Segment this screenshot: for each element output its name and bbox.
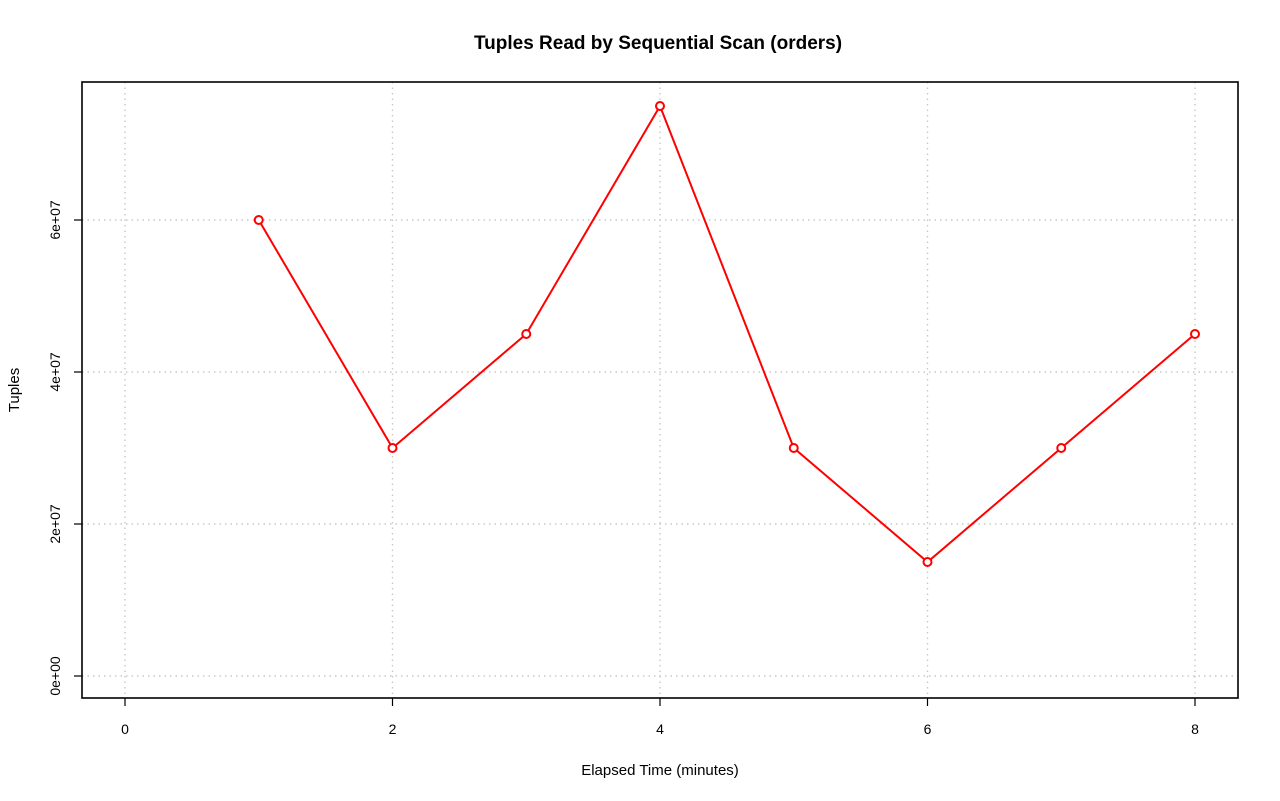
x-axis: 0 2 4 6 8 [121, 698, 1199, 737]
data-point-marker [922, 557, 933, 567]
data-point-marker [788, 443, 799, 453]
data-point-marker [655, 101, 665, 111]
series-layer [253, 101, 1200, 567]
data-point-marker [387, 443, 398, 453]
x-tick-label: 2 [389, 721, 397, 737]
y-tick-label: 2e+07 [47, 504, 63, 544]
y-tick-label: 4e+07 [47, 352, 63, 392]
x-tick-label: 4 [656, 721, 664, 737]
x-tick-label: 0 [121, 721, 129, 737]
data-point-marker [1190, 329, 1200, 339]
y-axis-label: Tuples [6, 368, 23, 412]
x-tick-label: 6 [924, 721, 932, 737]
series-line [257, 103, 1196, 564]
data-point-marker [521, 329, 532, 339]
y-tick-label: 6e+07 [47, 200, 63, 240]
x-tick-label: 8 [1191, 721, 1199, 737]
data-point-marker [253, 215, 264, 225]
chart-title: Tuples Read by Sequential Scan (orders) [474, 33, 842, 54]
x-axis-label: Elapsed Time (minutes) [581, 762, 739, 779]
y-axis: 0e+00 2e+07 4e+07 6e+07 [47, 200, 82, 696]
data-point-marker [1056, 443, 1067, 453]
grid-lines [82, 82, 1238, 698]
y-tick-label: 0e+00 [47, 656, 63, 696]
